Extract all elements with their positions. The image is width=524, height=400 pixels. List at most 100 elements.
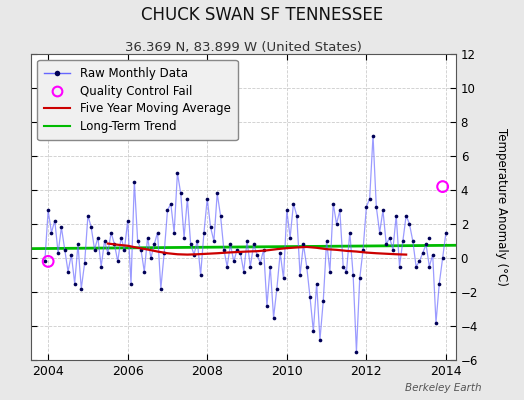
Point <box>269 314 278 321</box>
Point <box>309 328 318 334</box>
Point <box>160 250 168 256</box>
Point <box>206 224 215 230</box>
Point <box>299 241 308 248</box>
Point <box>282 207 291 214</box>
Point <box>154 229 162 236</box>
Point <box>296 272 304 278</box>
Point <box>236 250 245 256</box>
Point <box>266 263 275 270</box>
Point <box>243 238 251 244</box>
Y-axis label: Temperature Anomaly (°C): Temperature Anomaly (°C) <box>495 128 508 286</box>
Title: 36.369 N, 83.899 W (United States): 36.369 N, 83.899 W (United States) <box>125 41 362 54</box>
Point <box>104 250 112 256</box>
Point <box>339 263 347 270</box>
Point <box>249 241 258 248</box>
Point <box>395 263 403 270</box>
Point <box>435 280 443 287</box>
Point <box>246 263 255 270</box>
Point <box>256 260 265 266</box>
Point <box>54 250 62 256</box>
Point <box>322 238 331 244</box>
Point <box>432 319 440 326</box>
Point <box>352 348 361 355</box>
Point <box>80 260 89 266</box>
Point <box>389 246 397 253</box>
Point <box>183 195 192 202</box>
Point <box>137 246 145 253</box>
Point <box>87 224 95 230</box>
Point <box>44 258 52 265</box>
Point <box>187 241 195 248</box>
Point <box>392 212 400 219</box>
Point <box>124 218 132 224</box>
Point <box>41 258 49 265</box>
Point <box>216 212 225 219</box>
Point <box>200 229 208 236</box>
Point <box>346 229 354 236</box>
Point <box>326 268 334 275</box>
Point <box>356 275 364 282</box>
Point <box>253 251 261 258</box>
Point <box>286 234 294 241</box>
Point <box>147 255 155 261</box>
Point <box>213 190 222 197</box>
Point <box>193 238 202 244</box>
Point <box>259 246 268 253</box>
Point <box>425 263 433 270</box>
Point <box>67 251 75 258</box>
Legend: Raw Monthly Data, Quality Control Fail, Five Year Moving Average, Long-Term Tren: Raw Monthly Data, Quality Control Fail, … <box>37 60 238 140</box>
Point <box>170 229 178 236</box>
Point <box>127 280 135 287</box>
Point <box>239 268 248 275</box>
Point <box>134 238 142 244</box>
Point <box>77 286 85 292</box>
Point <box>226 241 235 248</box>
Point <box>64 268 72 275</box>
Point <box>319 297 328 304</box>
Point <box>230 258 238 265</box>
Point <box>316 336 324 343</box>
Point <box>385 234 394 241</box>
Point <box>415 258 423 265</box>
Point <box>439 255 447 261</box>
Point <box>289 200 298 207</box>
Point <box>150 241 158 248</box>
Point <box>382 241 390 248</box>
Point <box>442 229 450 236</box>
Point <box>349 272 357 278</box>
Point <box>409 238 417 244</box>
Point <box>190 251 198 258</box>
Point <box>412 263 420 270</box>
Point <box>51 218 59 224</box>
Point <box>74 241 82 248</box>
Point <box>173 170 182 176</box>
Point <box>332 221 341 227</box>
Point <box>233 246 241 253</box>
Point <box>196 272 205 278</box>
Point <box>429 251 437 258</box>
Point <box>163 207 172 214</box>
Point <box>399 238 407 244</box>
Point <box>379 207 387 214</box>
Point <box>302 263 311 270</box>
Point <box>405 221 413 227</box>
Point <box>276 250 285 256</box>
Point <box>117 234 125 241</box>
Point <box>210 238 218 244</box>
Point <box>220 246 228 253</box>
Point <box>110 241 118 248</box>
Point <box>61 246 69 253</box>
Point <box>342 268 351 275</box>
Point <box>84 212 92 219</box>
Point <box>372 204 380 210</box>
Point <box>130 178 138 185</box>
Point <box>203 195 212 202</box>
Point <box>144 234 152 241</box>
Point <box>107 229 115 236</box>
Point <box>97 263 105 270</box>
Point <box>425 234 433 241</box>
Point <box>369 132 377 139</box>
Point <box>365 195 374 202</box>
Point <box>263 302 271 309</box>
Point <box>223 263 231 270</box>
